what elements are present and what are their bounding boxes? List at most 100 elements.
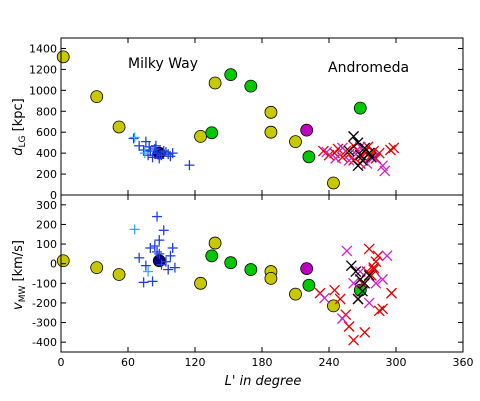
bottom-point-plus — [160, 256, 171, 267]
bottom-point-circle — [194, 276, 207, 290]
top-ylabel-sub: LG — [18, 135, 28, 147]
bottom-point-circle — [208, 236, 222, 250]
top-ytick-label: 1200 — [29, 63, 57, 76]
bottom-point-x — [368, 264, 380, 276]
xtick-label: 300 — [386, 356, 407, 369]
bottom-point-x — [348, 334, 360, 346]
top-point-x — [352, 137, 364, 149]
xtick-label: 240 — [319, 356, 340, 369]
bottom-point-x — [341, 245, 353, 257]
top-point-x — [330, 152, 342, 164]
top-point-plus — [184, 160, 195, 171]
bottom-panel: -400 -300 -200 -100 0 100 200 300 0 60 120 180 240 30… — [11, 194, 474, 389]
bottom-ytick-label: 300 — [36, 199, 57, 212]
bottom-point-x — [370, 277, 382, 289]
top-point-x — [321, 146, 333, 158]
top-point-plus — [134, 140, 145, 151]
annotation-milky-way: Milky Way — [128, 56, 198, 72]
top-point-plus — [128, 133, 139, 144]
bottom-ytick-label: -400 — [32, 336, 57, 349]
top-point-circle — [90, 90, 104, 104]
bottom-ytick-label: 0 — [50, 258, 57, 271]
bottom-point-plus — [158, 225, 169, 236]
bottom-point-plus — [152, 211, 163, 222]
top-point-circle — [300, 123, 314, 137]
top-ylabel-main: d — [11, 147, 26, 156]
top-ytick-label: 200 — [36, 168, 57, 181]
top-point-circle — [264, 125, 278, 139]
top-point-plus — [163, 149, 174, 160]
top-point-circle — [56, 50, 70, 64]
bottom-ylabel-main: v — [11, 302, 26, 310]
top-point-plus — [147, 152, 158, 163]
top-point-circle — [302, 150, 316, 164]
top-ytick-label: 800 — [36, 105, 57, 118]
xtick-label: 0 — [58, 356, 65, 369]
bottom-point-plus — [140, 260, 151, 271]
top-point-x — [343, 145, 355, 157]
top-point-x — [352, 160, 364, 172]
top-point-x — [388, 142, 400, 154]
bottom-point-circle — [90, 261, 104, 275]
bottom-point-x — [373, 305, 385, 317]
top-point-x — [379, 165, 391, 177]
bottom-point-plus — [165, 250, 176, 261]
bottom-point-plus — [152, 246, 163, 257]
bottom-ylabel-sub: MW — [18, 286, 28, 303]
bottom-point-x — [381, 250, 393, 262]
top-point-circle — [224, 68, 238, 82]
top-point-x — [332, 143, 344, 155]
bottom-point-plus — [138, 277, 149, 288]
bottom-point-x — [370, 256, 382, 268]
top-point-plus — [140, 136, 151, 147]
top-point-circle — [194, 129, 207, 143]
bottom-point-plus — [145, 242, 156, 253]
bottom-point-plus — [147, 276, 158, 287]
bottom-point-plus — [129, 224, 140, 235]
bottom-ytick-label: 100 — [36, 238, 57, 251]
top-point-x — [317, 145, 329, 157]
bottom-point-x — [363, 243, 375, 255]
top-point-plus — [152, 148, 163, 159]
top-point-circle — [112, 120, 126, 134]
top-ytick-label: 1400 — [29, 42, 57, 55]
xtick-label: 180 — [252, 356, 273, 369]
top-point-plus — [145, 146, 156, 157]
top-y-ticks: 0 200 400 600 800 1000 1200 1400 — [29, 38, 464, 202]
top-ytick-label: 1000 — [29, 84, 57, 97]
bottom-point-x — [377, 303, 389, 315]
bottom-point-x — [319, 292, 330, 304]
top-point-x — [384, 144, 396, 156]
top-point-plus — [139, 148, 150, 159]
bottom-point-circle — [244, 263, 258, 276]
bottom-point-x — [359, 326, 371, 338]
bottom-point-plus — [169, 262, 180, 273]
bottom-point-plus — [134, 252, 145, 263]
xtick-label: 120 — [185, 356, 206, 369]
top-ytick-label: 0 — [50, 189, 57, 202]
bottom-point-plus — [167, 242, 178, 253]
top-point-circle — [208, 76, 222, 90]
top-point-plus — [144, 141, 155, 152]
bottom-point-x — [345, 260, 357, 272]
top-point-circle — [353, 101, 367, 115]
bottom-point-circle — [300, 262, 314, 275]
bottom-point-x — [377, 273, 389, 285]
annotation-andromeda: Andromeda — [328, 60, 409, 76]
bottom-point-x — [334, 293, 346, 305]
bottom-point-plus — [154, 235, 165, 246]
bottom-point-x — [354, 266, 366, 277]
top-point-circle — [244, 79, 258, 93]
bottom-point-circle — [224, 256, 238, 270]
bottom-ticks: -400 -300 -200 -100 0 100 200 300 0 60 120 180 240 30… — [32, 195, 474, 369]
bottom-marks — [56, 211, 397, 346]
top-panel: 0 200 400 600 800 1000 1200 1400 Milky Way Andr… — [11, 37, 464, 202]
bottom-point-x — [336, 313, 348, 325]
bottom-point-plus — [143, 266, 154, 277]
bottom-point-x — [386, 287, 397, 299]
top-point-x — [348, 130, 360, 142]
top-point-plus — [160, 147, 171, 158]
xtick-label: 60 — [121, 356, 135, 369]
bottom-y-axis-label: vMW [km/s] — [11, 240, 28, 310]
